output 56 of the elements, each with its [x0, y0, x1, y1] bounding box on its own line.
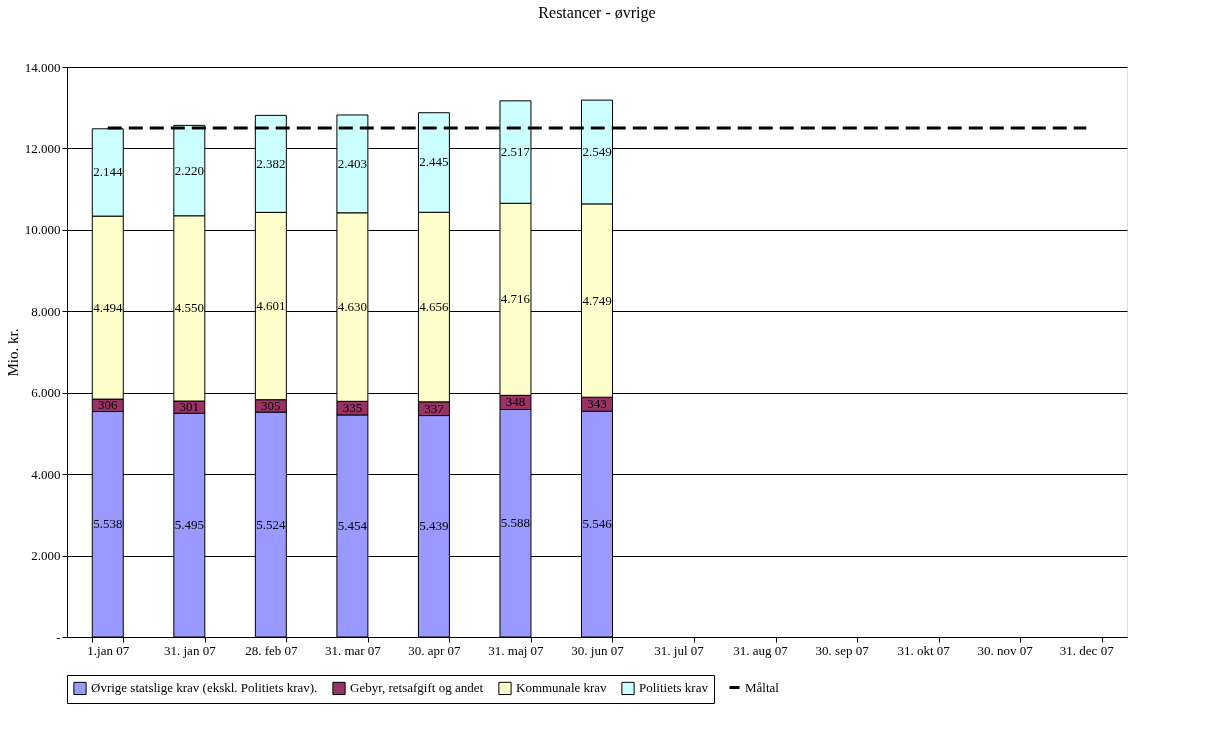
- data-label: 5.454: [337, 517, 368, 533]
- legend-label: Politiets krav: [639, 680, 709, 696]
- y-tick-label: 10.000: [24, 222, 61, 238]
- x-tick-label: 31. jul 07: [654, 642, 705, 658]
- data-label: 2.220: [174, 162, 204, 178]
- legend-label: Kommunale krav: [516, 680, 608, 696]
- data-label: 337: [424, 400, 445, 416]
- x-tick-label: 1.jan 07: [87, 642, 130, 658]
- data-label: 5.546: [582, 516, 613, 532]
- data-label: 5.588: [500, 515, 531, 531]
- y-tick-label: -: [56, 629, 61, 645]
- chart-title: Restancer - øvrige: [538, 4, 656, 22]
- x-tick-label: 31. maj 07: [488, 642, 545, 658]
- data-label: 2.549: [582, 143, 612, 159]
- data-label: 2.445: [419, 154, 449, 170]
- data-label: 305: [261, 397, 281, 413]
- y-tick-label: 12.000: [24, 140, 61, 156]
- data-label: 2.403: [337, 155, 368, 171]
- x-tick-label: 31. aug 07: [733, 642, 789, 658]
- legend-label: Måltal: [745, 679, 780, 695]
- data-label: 5.439: [419, 518, 449, 534]
- y-tick-label: 14.000: [24, 59, 61, 75]
- data-label: 2.517: [500, 144, 531, 160]
- x-tick-label: 28. feb 07: [245, 642, 299, 658]
- data-label: 4.494: [93, 299, 123, 315]
- x-tick-label: 31. dec 07: [1059, 642, 1115, 658]
- data-label: 5.495: [174, 517, 204, 533]
- data-label: 5.524: [256, 516, 286, 532]
- data-label: 4.630: [337, 299, 368, 315]
- y-tick-label: 6.000: [31, 385, 61, 401]
- data-label: 5.538: [93, 516, 123, 532]
- x-tick-label: 31. okt 07: [897, 642, 951, 658]
- x-tick-label: 30. sep 07: [815, 642, 870, 658]
- y-tick-label: 4.000: [31, 466, 61, 482]
- data-label: 4.550: [174, 300, 204, 316]
- x-tick-label: 30. jun 07: [571, 642, 625, 658]
- data-label: 4.656: [419, 299, 450, 315]
- data-label: 348: [505, 394, 526, 410]
- data-label: 306: [98, 397, 119, 413]
- data-label: 343: [587, 396, 607, 412]
- data-label: 4.749: [582, 292, 612, 308]
- data-label: 4.601: [256, 298, 286, 314]
- y-tick-label: 8.000: [31, 303, 61, 319]
- data-label: 2.382: [256, 155, 286, 171]
- data-label: 301: [179, 399, 200, 415]
- x-tick-label: 31. jan 07: [163, 642, 217, 658]
- y-tick-label: 2.000: [31, 548, 61, 564]
- data-label: 4.716: [500, 291, 531, 307]
- data-label: 2.144: [93, 164, 123, 180]
- data-label: 335: [342, 400, 363, 416]
- y-axis-title: Mio. kr.: [4, 328, 21, 377]
- legend-label: Øvrige statslige krav (ekskl. Politiets krav).: [91, 680, 318, 696]
- x-tick-label: 30. apr 07: [408, 642, 462, 658]
- x-tick-label: 31. mar 07: [324, 642, 382, 658]
- legend-label: Gebyr, retsafgift og andet: [350, 680, 484, 696]
- x-tick-label: 30. nov 07: [977, 642, 1034, 658]
